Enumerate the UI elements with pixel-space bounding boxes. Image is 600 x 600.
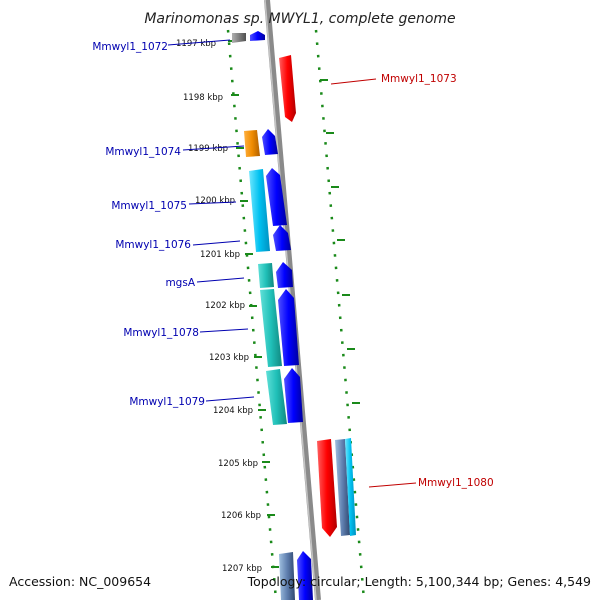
gene-feature-red[interactable] bbox=[317, 439, 337, 537]
gene-feature-blue[interactable] bbox=[273, 225, 291, 251]
gene-feature-gray[interactable] bbox=[232, 33, 246, 43]
leader-line bbox=[368, 482, 417, 488]
gene-label[interactable]: Mmwyl1_1079 bbox=[129, 396, 205, 408]
leader-line bbox=[188, 201, 237, 205]
gene-label[interactable]: Mmwyl1_1078 bbox=[123, 327, 199, 339]
map-title: Marinomonas sp. MWYL1, complete genome bbox=[144, 11, 455, 27]
gene-feature-blue[interactable] bbox=[262, 129, 278, 155]
gene-label[interactable]: Mmwyl1_1075 bbox=[111, 200, 187, 212]
leader-line bbox=[196, 277, 245, 283]
gene-feature-teal[interactable] bbox=[266, 369, 287, 425]
topology-text: Topology: circular; Length: 5,100,344 bp… bbox=[247, 574, 591, 589]
gene-feature-red[interactable] bbox=[279, 55, 296, 122]
tick-label: 1204 kbp bbox=[213, 406, 253, 416]
gene-feature-blue[interactable] bbox=[276, 262, 293, 288]
gene-feature-blue[interactable] bbox=[266, 168, 287, 226]
gene-label[interactable]: Mmwyl1_1073 bbox=[381, 73, 457, 85]
gene-label[interactable]: Mmwyl1_1074 bbox=[105, 146, 181, 158]
leader-line bbox=[205, 396, 255, 402]
gene-feature-blue[interactable] bbox=[297, 551, 313, 600]
gene-label[interactable]: Mmwyl1_1076 bbox=[115, 239, 191, 251]
gene-feature-orange[interactable] bbox=[244, 130, 260, 157]
leader-line bbox=[199, 328, 249, 333]
leader-line bbox=[167, 39, 231, 46]
right-dotted-border bbox=[314, 29, 366, 600]
tick-label: 1197 kbp bbox=[176, 39, 216, 49]
tick-label: 1202 kbp bbox=[205, 301, 245, 311]
tick-label: 1199 kbp bbox=[188, 144, 228, 154]
gene-label[interactable]: Mmwyl1_1072 bbox=[92, 41, 168, 53]
gene-labels: Mmwyl1_1072 Mmwyl1_1073 Mmwyl1_1074 Mmwy… bbox=[92, 39, 494, 489]
gene-feature-teal[interactable] bbox=[258, 263, 274, 288]
gene-feature-blue[interactable] bbox=[278, 289, 299, 366]
kbp-labels: 1197 kbp 1198 kbp 1199 kbp 1200 kbp 1201… bbox=[176, 39, 262, 574]
leader-line bbox=[182, 145, 245, 151]
gene-label[interactable]: mgsA bbox=[165, 277, 195, 289]
accession-text: Accession: NC_009654 bbox=[9, 574, 151, 589]
tick-label: 1200 kbp bbox=[195, 196, 235, 206]
gene-feature-teal[interactable] bbox=[260, 289, 282, 367]
gene-label[interactable]: Mmwyl1_1080 bbox=[418, 477, 494, 489]
gene-feature-blue[interactable] bbox=[284, 368, 303, 423]
tick-label: 1206 kbp bbox=[221, 511, 261, 521]
gene-feature-cyan[interactable] bbox=[345, 438, 356, 536]
gene-feature-cyan[interactable] bbox=[249, 169, 270, 252]
tick-label: 1198 kbp bbox=[183, 93, 223, 103]
left-dotted-border bbox=[226, 29, 278, 600]
leader-line bbox=[330, 78, 377, 85]
gene-feature-steel[interactable] bbox=[279, 552, 295, 600]
gene-feature-blue[interactable] bbox=[250, 31, 265, 41]
gene-features bbox=[232, 31, 356, 600]
tick-label: 1205 kbp bbox=[218, 459, 258, 469]
tick-label: 1203 kbp bbox=[209, 353, 249, 363]
tick-marks bbox=[228, 40, 360, 568]
tick-label: 1201 kbp bbox=[200, 250, 240, 260]
tick-label: 1207 kbp bbox=[222, 564, 262, 574]
leader-line bbox=[192, 240, 241, 246]
